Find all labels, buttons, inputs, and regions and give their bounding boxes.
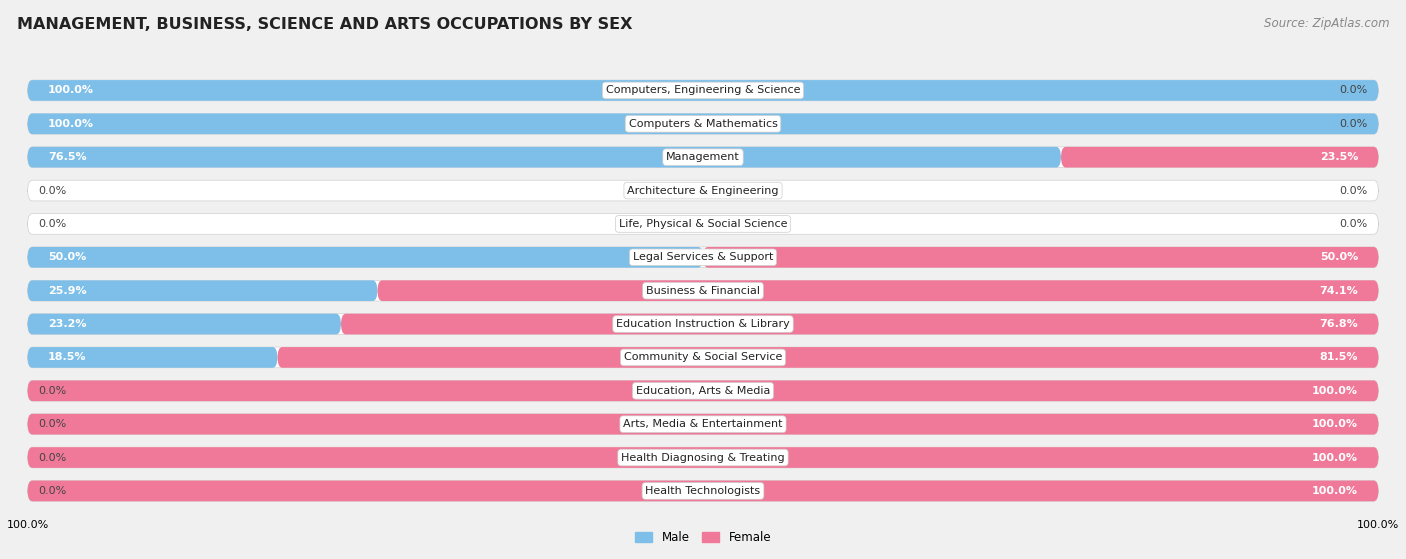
Text: Computers, Engineering & Science: Computers, Engineering & Science	[606, 86, 800, 96]
FancyBboxPatch shape	[28, 381, 1378, 401]
Text: 0.0%: 0.0%	[1340, 219, 1368, 229]
Text: 0.0%: 0.0%	[38, 186, 66, 196]
FancyBboxPatch shape	[28, 113, 1378, 134]
Text: 100.0%: 100.0%	[48, 119, 94, 129]
FancyBboxPatch shape	[28, 247, 1378, 268]
FancyBboxPatch shape	[28, 447, 1378, 468]
Text: 23.5%: 23.5%	[1320, 152, 1358, 162]
Text: 0.0%: 0.0%	[1340, 86, 1368, 96]
Text: Health Technologists: Health Technologists	[645, 486, 761, 496]
FancyBboxPatch shape	[28, 447, 1378, 468]
Text: 100.0%: 100.0%	[1312, 486, 1358, 496]
Text: 0.0%: 0.0%	[38, 219, 66, 229]
Text: 18.5%: 18.5%	[48, 352, 86, 362]
Text: Life, Physical & Social Science: Life, Physical & Social Science	[619, 219, 787, 229]
Text: Education Instruction & Library: Education Instruction & Library	[616, 319, 790, 329]
Text: 100.0%: 100.0%	[1312, 386, 1358, 396]
FancyBboxPatch shape	[28, 347, 1378, 368]
Text: 100.0%: 100.0%	[48, 86, 94, 96]
Text: 23.2%: 23.2%	[48, 319, 86, 329]
FancyBboxPatch shape	[28, 80, 1378, 101]
Text: 100.0%: 100.0%	[1312, 453, 1358, 462]
FancyBboxPatch shape	[28, 113, 1378, 134]
Text: Management: Management	[666, 152, 740, 162]
Text: 0.0%: 0.0%	[38, 453, 66, 462]
Text: 0.0%: 0.0%	[38, 419, 66, 429]
Text: Legal Services & Support: Legal Services & Support	[633, 252, 773, 262]
FancyBboxPatch shape	[28, 147, 1378, 168]
FancyBboxPatch shape	[28, 314, 1378, 334]
FancyBboxPatch shape	[28, 347, 277, 368]
FancyBboxPatch shape	[28, 147, 1062, 168]
FancyBboxPatch shape	[342, 314, 1378, 334]
Text: Business & Financial: Business & Financial	[645, 286, 761, 296]
FancyBboxPatch shape	[28, 280, 1378, 301]
Text: 76.5%: 76.5%	[48, 152, 86, 162]
Text: 0.0%: 0.0%	[1340, 186, 1368, 196]
Text: 25.9%: 25.9%	[48, 286, 86, 296]
FancyBboxPatch shape	[28, 280, 377, 301]
Text: MANAGEMENT, BUSINESS, SCIENCE AND ARTS OCCUPATIONS BY SEX: MANAGEMENT, BUSINESS, SCIENCE AND ARTS O…	[17, 17, 633, 32]
Text: Education, Arts & Media: Education, Arts & Media	[636, 386, 770, 396]
FancyBboxPatch shape	[28, 481, 1378, 501]
Legend: Male, Female: Male, Female	[630, 526, 776, 548]
FancyBboxPatch shape	[28, 314, 342, 334]
Text: 81.5%: 81.5%	[1320, 352, 1358, 362]
Text: 50.0%: 50.0%	[1320, 252, 1358, 262]
FancyBboxPatch shape	[28, 381, 1378, 401]
Text: Computers & Mathematics: Computers & Mathematics	[628, 119, 778, 129]
FancyBboxPatch shape	[28, 414, 1378, 434]
Text: 0.0%: 0.0%	[38, 386, 66, 396]
FancyBboxPatch shape	[277, 347, 1378, 368]
Text: Architecture & Engineering: Architecture & Engineering	[627, 186, 779, 196]
FancyBboxPatch shape	[28, 80, 1378, 101]
Text: Arts, Media & Entertainment: Arts, Media & Entertainment	[623, 419, 783, 429]
Text: 0.0%: 0.0%	[1340, 119, 1368, 129]
FancyBboxPatch shape	[1062, 147, 1378, 168]
FancyBboxPatch shape	[377, 280, 1378, 301]
Text: 100.0%: 100.0%	[1312, 419, 1358, 429]
Text: 76.8%: 76.8%	[1319, 319, 1358, 329]
Text: 50.0%: 50.0%	[48, 252, 86, 262]
Text: Health Diagnosing & Treating: Health Diagnosing & Treating	[621, 453, 785, 462]
FancyBboxPatch shape	[28, 180, 1378, 201]
FancyBboxPatch shape	[28, 247, 703, 268]
FancyBboxPatch shape	[703, 247, 1378, 268]
FancyBboxPatch shape	[28, 414, 1378, 434]
FancyBboxPatch shape	[28, 214, 1378, 234]
FancyBboxPatch shape	[28, 481, 1378, 501]
Text: 0.0%: 0.0%	[38, 486, 66, 496]
Text: 74.1%: 74.1%	[1319, 286, 1358, 296]
Text: Source: ZipAtlas.com: Source: ZipAtlas.com	[1264, 17, 1389, 30]
Text: Community & Social Service: Community & Social Service	[624, 352, 782, 362]
